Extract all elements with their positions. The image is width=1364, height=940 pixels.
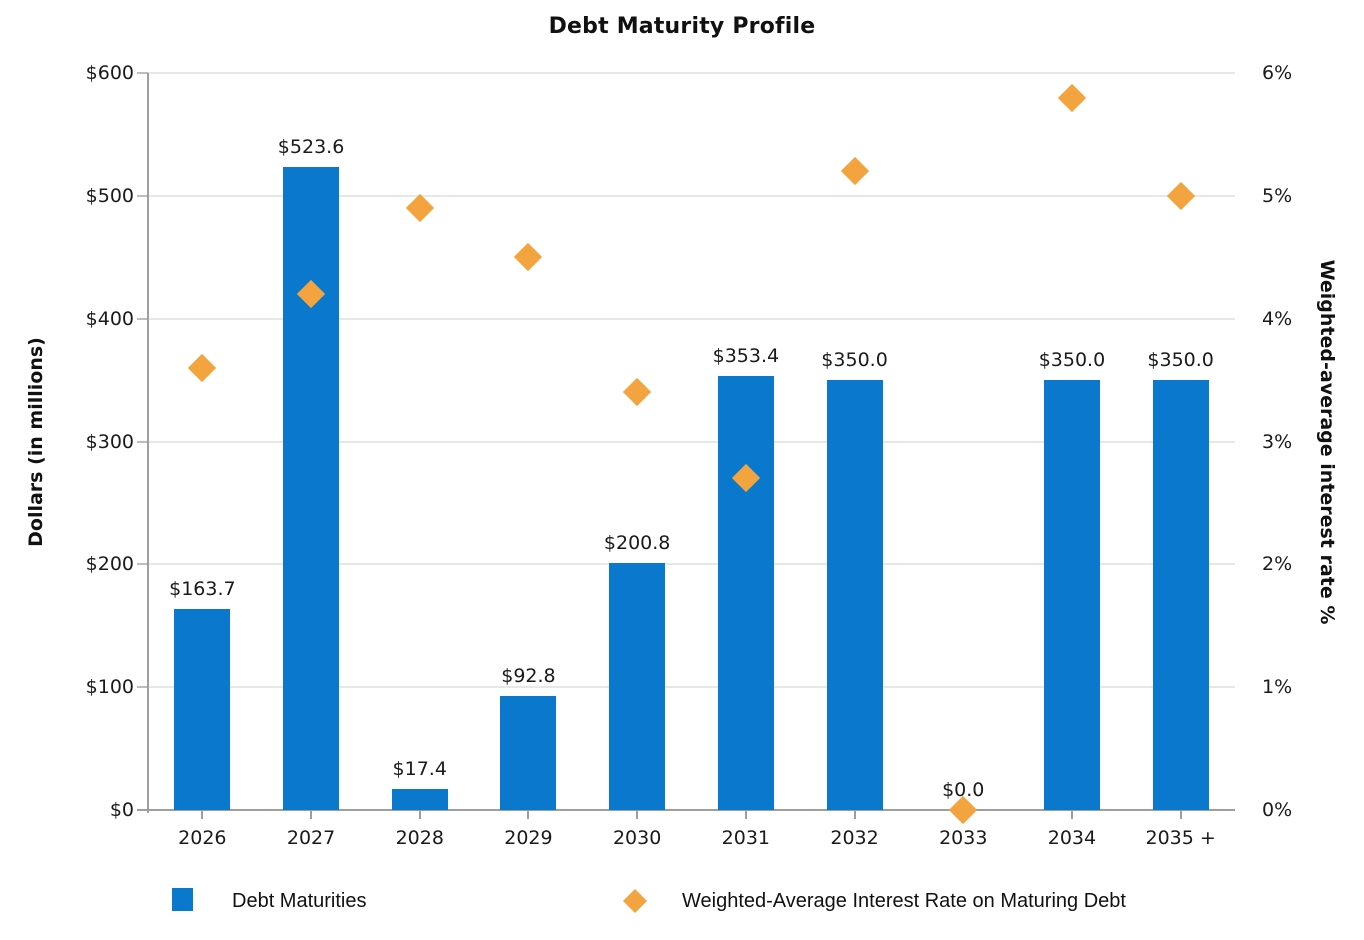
x-axis-tick xyxy=(853,810,856,819)
y-left-tick-label: $600 xyxy=(85,62,134,84)
bottom-axis-line xyxy=(137,809,1235,811)
x-axis-tick xyxy=(636,810,639,819)
bar-2031 xyxy=(717,375,774,810)
bar-2035+ xyxy=(1152,380,1209,810)
interest-rate-marker xyxy=(514,243,543,272)
bar-2030 xyxy=(609,563,666,810)
bar-2034 xyxy=(1043,380,1100,810)
y-right-tick-label: 2% xyxy=(1262,553,1293,576)
bar-value-label: $0.0 xyxy=(942,779,985,801)
y-axis-tick xyxy=(137,317,148,320)
x-tick-label: 2030 xyxy=(612,827,662,849)
bar-value-label: $163.7 xyxy=(169,577,236,600)
y-axis-tick xyxy=(137,563,148,566)
y-left-tick-label: $200 xyxy=(85,553,134,576)
y-left-tick-label: $500 xyxy=(85,184,134,207)
bar-2027 xyxy=(283,166,340,810)
bar-value-label: $523.6 xyxy=(277,135,345,158)
x-tick-label: 2028 xyxy=(395,827,444,849)
interest-rate-marker xyxy=(840,157,869,186)
interest-rate-marker xyxy=(188,353,217,382)
y-right-tick-label: 1% xyxy=(1262,676,1293,699)
x-tick-label: 2031 xyxy=(721,827,771,849)
y-right-tick-label: 5% xyxy=(1262,184,1293,207)
x-axis-tick xyxy=(418,810,421,819)
bar-2028 xyxy=(391,788,448,810)
y-axis-tick xyxy=(137,686,148,689)
bar-value-label: $17.4 xyxy=(392,757,447,780)
left-axis-line xyxy=(147,73,149,813)
y-axis-tick xyxy=(137,194,148,197)
interest-rate-marker xyxy=(622,378,652,407)
gridline xyxy=(148,194,1235,197)
right-axis-title: Weighted-average interest rate % xyxy=(1316,259,1338,625)
legend-label-interest-rate: Weighted-Average Interest Rate on Maturi… xyxy=(682,890,1126,912)
y-right-tick-label: 6% xyxy=(1262,62,1293,84)
bar-value-label: $353.4 xyxy=(712,344,780,367)
y-right-tick-label: 4% xyxy=(1262,307,1293,330)
bar-2026 xyxy=(174,608,231,810)
x-axis-tick xyxy=(1070,810,1073,819)
gridline xyxy=(148,686,1235,689)
chart-title: Debt Maturity Profile xyxy=(548,14,816,39)
bar-2032 xyxy=(826,380,883,810)
x-axis-tick xyxy=(201,810,204,819)
legend-diamond-icon xyxy=(622,888,648,914)
bar-value-label: $350.0 xyxy=(1038,349,1106,372)
y-left-tick-label: $400 xyxy=(85,307,134,330)
bar-value-label: $92.8 xyxy=(501,665,556,687)
x-tick-label: 2033 xyxy=(939,827,988,849)
x-tick-label: 2029 xyxy=(504,827,553,849)
y-left-tick-label: $100 xyxy=(85,676,134,699)
x-axis-tick xyxy=(527,810,530,819)
legend-label-debt-maturities: Debt Maturities xyxy=(232,890,367,912)
bar-value-label: $200.8 xyxy=(603,532,671,555)
bar-value-label: $350.0 xyxy=(821,349,888,372)
gridline xyxy=(148,317,1235,320)
y-left-tick-label: $300 xyxy=(85,430,134,453)
legend-bar-swatch xyxy=(172,888,193,911)
y-left-tick-label: $0 xyxy=(109,799,134,821)
y-axis-tick xyxy=(137,72,148,74)
x-tick-label: 2035 + xyxy=(1145,827,1216,849)
x-axis-tick xyxy=(310,810,313,819)
x-tick-label: 2026 xyxy=(178,827,227,849)
interest-rate-marker xyxy=(1057,83,1087,112)
y-right-tick-label: 3% xyxy=(1262,430,1293,453)
y-axis-tick xyxy=(137,440,148,443)
interest-rate-marker xyxy=(405,193,434,223)
y-right-tick-label: 0% xyxy=(1262,799,1293,821)
interest-rate-marker xyxy=(1166,181,1195,210)
x-axis-tick xyxy=(1179,810,1182,819)
gridline xyxy=(148,563,1235,566)
x-axis-tick xyxy=(744,810,747,819)
gridline xyxy=(148,72,1235,74)
bar-2029 xyxy=(500,696,557,810)
bar-value-label: $350.0 xyxy=(1147,349,1214,372)
x-tick-label: 2034 xyxy=(1047,827,1097,849)
gridline xyxy=(148,440,1235,443)
x-tick-label: 2027 xyxy=(286,827,336,849)
x-tick-label: 2032 xyxy=(830,827,879,849)
